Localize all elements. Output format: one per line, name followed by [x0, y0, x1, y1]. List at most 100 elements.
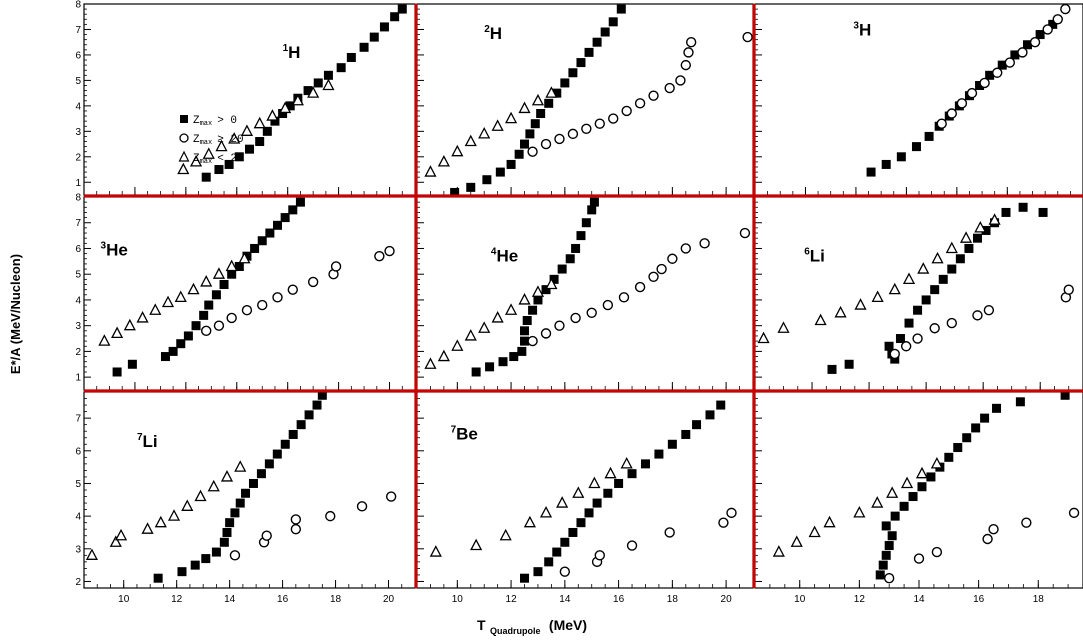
panel-frame [416, 391, 754, 589]
y-tick-label: 7 [75, 414, 81, 425]
point-filled-square [866, 167, 876, 177]
point-filled-square [592, 498, 602, 508]
point-filled-square [346, 52, 356, 62]
x-tick-label: 18 [667, 594, 679, 605]
point-open-circle [626, 540, 638, 551]
point-open-triangle [871, 290, 884, 303]
y-tick-label: 2 [75, 152, 81, 163]
point-open-triangle [959, 231, 973, 243]
point-filled-square [201, 172, 211, 182]
point-filled-square [265, 228, 275, 238]
legend-entry-symbol: Z [193, 115, 200, 127]
point-open-circle [290, 524, 302, 535]
point-open-circle [739, 227, 751, 239]
point-filled-square [1060, 390, 1070, 400]
point-filled-square [201, 554, 211, 564]
point-filled-square [1035, 30, 1045, 40]
y-tick-label: 3 [75, 127, 81, 138]
point-open-triangle [429, 545, 442, 557]
panel-label: 6Li [804, 246, 825, 265]
point-open-circle [374, 250, 385, 262]
point-open-triangle [604, 466, 617, 479]
point-filled-square [255, 137, 265, 147]
point-open-circle [900, 341, 912, 352]
point-filled-square [241, 488, 251, 498]
point-open-triangle [437, 154, 450, 167]
point-open-triangle [451, 144, 464, 157]
point-open-triangle [85, 548, 99, 560]
point-open-triangle [464, 329, 477, 341]
point-filled-square [654, 449, 664, 459]
point-filled-square [544, 98, 554, 108]
point-open-triangle [545, 277, 558, 290]
point-open-circle [602, 299, 614, 311]
point-filled-square [953, 443, 963, 453]
x-tick-label: 14 [913, 594, 925, 605]
legend-entry: Zmax > 0 [193, 115, 237, 128]
point-filled-square [881, 550, 891, 560]
point-open-circle [685, 37, 697, 48]
point-open-circle [667, 253, 678, 264]
point-filled-square [895, 334, 905, 344]
legend-entry-symbol: Z [193, 153, 200, 165]
point-open-circle [261, 530, 272, 541]
point-open-circle [1021, 517, 1032, 528]
point-open-circle [257, 299, 268, 311]
point-filled-square [176, 339, 186, 349]
legend-entry-sub: max [200, 120, 213, 128]
point-open-triangle [808, 525, 821, 538]
point-open-circle [226, 312, 237, 324]
point-filled-square [256, 469, 266, 479]
point-filled-square [908, 492, 918, 502]
point-open-triangle [931, 251, 944, 264]
y-tick-label: 5 [75, 76, 81, 87]
x-tick-label: 14 [559, 594, 571, 605]
point-open-circle [567, 128, 579, 140]
point-filled-square [972, 233, 982, 243]
point-filled-square [533, 567, 543, 577]
point-open-triangle [556, 496, 569, 508]
panel-label-mass: 7 [137, 432, 143, 443]
point-open-circle [1052, 14, 1063, 25]
point-filled-square [219, 537, 229, 547]
point-filled-square [242, 251, 252, 261]
panel-label: 3H [853, 20, 871, 39]
x-axis-title-sub: Quadrupole [490, 626, 541, 636]
point-filled-square [681, 429, 691, 439]
point-filled-square [716, 400, 726, 410]
point-open-triangle [174, 290, 187, 303]
point-open-circle [913, 553, 925, 564]
point-open-circle [201, 325, 212, 337]
point-open-triangle [181, 499, 194, 511]
point-open-circle [540, 328, 552, 339]
point-filled-square [926, 472, 936, 482]
point-open-triangle [141, 522, 154, 534]
y-tick-label: 4 [75, 101, 81, 112]
panel-5: 4He [416, 196, 754, 391]
panel-label-element: H [490, 24, 502, 43]
panel-label: 7Be [451, 424, 478, 443]
point-filled-square [250, 243, 260, 253]
point-open-circle [1042, 24, 1053, 35]
point-filled-square [227, 269, 237, 279]
point-open-triangle [505, 303, 518, 315]
point-open-triangle [588, 476, 601, 489]
point-filled-square [875, 570, 885, 580]
point-filled-square [584, 508, 594, 518]
point-filled-square [270, 116, 280, 126]
point-open-triangle [161, 295, 175, 308]
legend-entry-sub: max [200, 158, 213, 166]
point-filled-square [541, 285, 551, 295]
point-filled-square [930, 285, 940, 295]
panel-label-mass: 1 [283, 43, 289, 54]
point-open-circle [742, 31, 753, 43]
point-filled-square [557, 264, 567, 274]
point-filled-square [262, 126, 272, 136]
point-open-circle [946, 317, 957, 329]
panel-label-mass: 2 [484, 24, 490, 35]
point-open-circle [570, 312, 581, 324]
point-open-circle [982, 533, 993, 545]
point-filled-square [323, 70, 333, 80]
point-open-triangle [478, 126, 491, 139]
